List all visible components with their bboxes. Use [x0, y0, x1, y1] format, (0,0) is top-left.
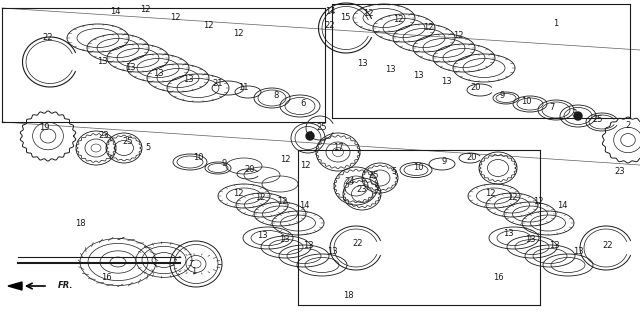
Text: 12: 12 [170, 14, 180, 23]
Text: 14: 14 [557, 202, 567, 210]
Text: 13: 13 [441, 78, 451, 86]
Circle shape [306, 132, 314, 140]
Text: 22: 22 [43, 34, 53, 42]
Text: 12: 12 [233, 190, 243, 198]
Text: 12: 12 [532, 198, 543, 207]
Text: 22: 22 [603, 241, 613, 251]
Text: 12: 12 [280, 155, 291, 165]
Text: 13: 13 [573, 247, 583, 257]
Text: 12: 12 [203, 21, 213, 30]
Text: 20: 20 [471, 84, 481, 93]
Text: 20: 20 [244, 165, 255, 175]
Text: 5: 5 [145, 143, 150, 153]
Text: 5: 5 [392, 167, 397, 176]
Text: 7: 7 [549, 104, 555, 112]
Text: 17: 17 [333, 143, 343, 153]
Text: 13: 13 [182, 75, 193, 84]
Text: 12: 12 [507, 193, 517, 203]
Text: 12: 12 [255, 193, 265, 203]
Text: 8: 8 [273, 91, 278, 100]
Text: 25: 25 [123, 138, 133, 147]
Text: 23: 23 [99, 132, 109, 140]
Text: 6: 6 [300, 100, 306, 109]
Text: 22: 22 [324, 21, 335, 30]
Text: 13: 13 [413, 72, 423, 80]
Text: 25: 25 [317, 123, 327, 133]
Polygon shape [8, 282, 22, 290]
Text: 14: 14 [109, 8, 120, 17]
Text: 16: 16 [493, 273, 503, 283]
Text: 13: 13 [257, 231, 268, 241]
Text: 10: 10 [521, 98, 531, 106]
Text: 13: 13 [278, 236, 289, 245]
Text: 12: 12 [452, 31, 463, 41]
Text: 12: 12 [484, 190, 495, 198]
Text: 16: 16 [100, 273, 111, 283]
Text: 1: 1 [554, 19, 559, 29]
Text: 12: 12 [233, 30, 243, 39]
Text: 13: 13 [153, 69, 163, 78]
Text: 11: 11 [237, 84, 248, 93]
Text: 22: 22 [353, 240, 364, 248]
Text: 18: 18 [75, 219, 85, 229]
Text: 23: 23 [614, 167, 625, 176]
Text: 12: 12 [276, 198, 287, 207]
Text: 15: 15 [340, 14, 350, 23]
Text: 13: 13 [97, 57, 108, 67]
Text: 25: 25 [593, 116, 604, 124]
Text: 13: 13 [356, 59, 367, 68]
Text: 12: 12 [300, 160, 310, 170]
Text: 1: 1 [191, 268, 196, 277]
Text: 12: 12 [423, 24, 433, 33]
Text: 14: 14 [324, 8, 335, 17]
Text: 3: 3 [572, 110, 577, 118]
Text: 13: 13 [502, 230, 513, 239]
Text: 20: 20 [467, 154, 477, 163]
Text: 9: 9 [221, 160, 227, 169]
Circle shape [574, 112, 582, 120]
Text: 13: 13 [303, 241, 314, 251]
Text: 19: 19 [39, 123, 49, 133]
Text: 21: 21 [212, 79, 223, 89]
Text: 24: 24 [345, 177, 355, 187]
Text: 13: 13 [125, 63, 135, 73]
Text: 13: 13 [326, 247, 337, 257]
Text: 13: 13 [525, 236, 535, 245]
Text: 14: 14 [299, 202, 309, 210]
Text: 23: 23 [356, 186, 367, 194]
Text: 12: 12 [393, 15, 403, 24]
Text: 13: 13 [548, 241, 559, 251]
Text: 2: 2 [625, 122, 630, 131]
Text: 25: 25 [369, 171, 380, 181]
Text: 9: 9 [442, 158, 447, 166]
Text: 10: 10 [413, 164, 423, 172]
Text: 13: 13 [385, 66, 396, 74]
Text: 18: 18 [342, 291, 353, 300]
Text: 10: 10 [193, 154, 204, 163]
Text: 9: 9 [499, 91, 504, 100]
Text: 4: 4 [307, 132, 312, 140]
Text: 12: 12 [140, 6, 150, 14]
Text: FR.: FR. [58, 281, 74, 290]
Text: 12: 12 [363, 9, 373, 19]
